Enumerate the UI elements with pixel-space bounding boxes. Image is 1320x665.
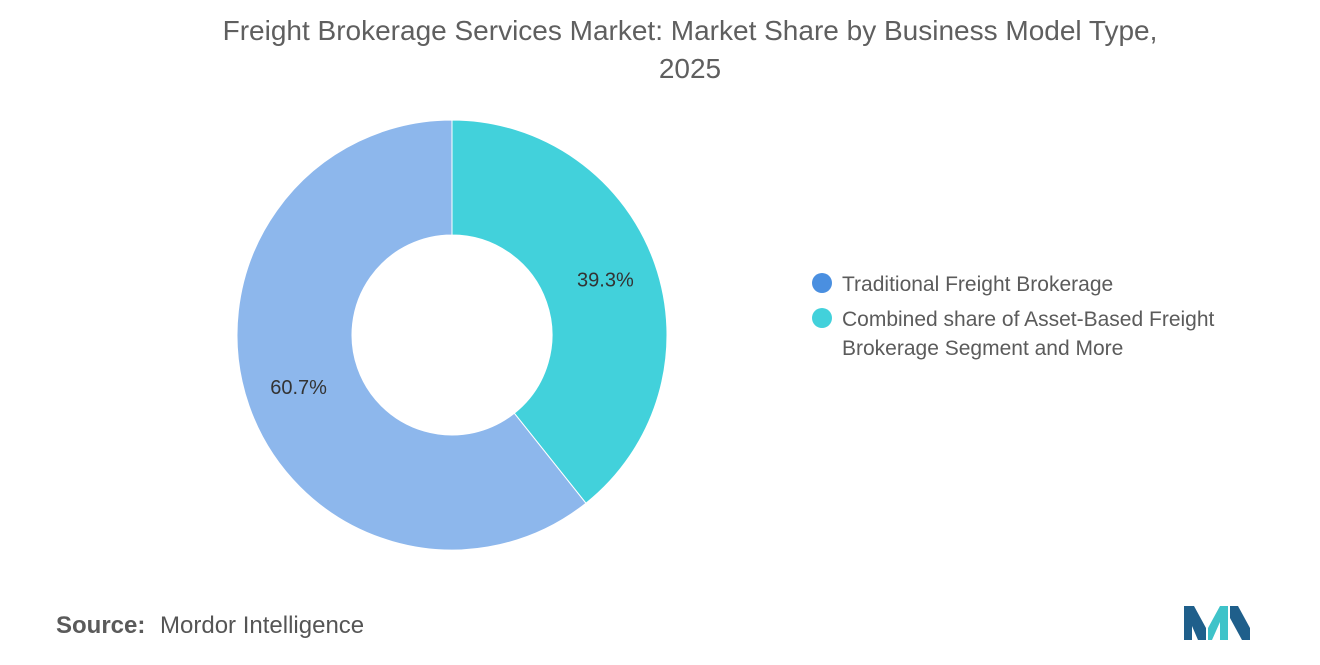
legend-swatch-traditional bbox=[812, 273, 832, 293]
source-value: Mordor Intelligence bbox=[160, 612, 365, 639]
source-key: Source: bbox=[56, 612, 146, 639]
donut-data-labels: 39.3% 60.7% bbox=[270, 270, 634, 399]
data-label-traditional: 60.7% bbox=[270, 377, 327, 399]
donut-slice-combined[interactable] bbox=[451, 119, 668, 504]
logo-shape-1 bbox=[1184, 606, 1206, 640]
chart-title-line-1: Freight Brokerage Services Market: Marke… bbox=[222, 15, 1158, 46]
legend-label-traditional: Traditional Freight Brokerage bbox=[842, 273, 1114, 296]
donut-slice-traditional[interactable] bbox=[236, 119, 587, 551]
legend-item-traditional[interactable]: Traditional Freight Brokerage bbox=[812, 270, 1272, 299]
chart-title-line-2: 2025 bbox=[658, 53, 722, 84]
data-label-combined: 39.3% bbox=[577, 270, 634, 292]
logo-shape-2 bbox=[1208, 606, 1228, 640]
source-note: Source: Mordor Intelligence bbox=[56, 612, 364, 640]
chart-legend: Traditional Freight Brokerage Combined s… bbox=[812, 270, 1272, 369]
legend-item-combined[interactable]: Combined share of Asset-Based Freight Br… bbox=[812, 305, 1272, 363]
legend-swatch-combined bbox=[812, 308, 832, 328]
logo-shape-3 bbox=[1230, 606, 1250, 640]
chart-title: Freight Brokerage Services Market: Marke… bbox=[60, 12, 1320, 88]
legend-label-combined: Combined share of Asset-Based Freight Br… bbox=[842, 308, 1215, 360]
donut-slices bbox=[236, 119, 668, 551]
mordor-intelligence-logo bbox=[1184, 606, 1250, 640]
